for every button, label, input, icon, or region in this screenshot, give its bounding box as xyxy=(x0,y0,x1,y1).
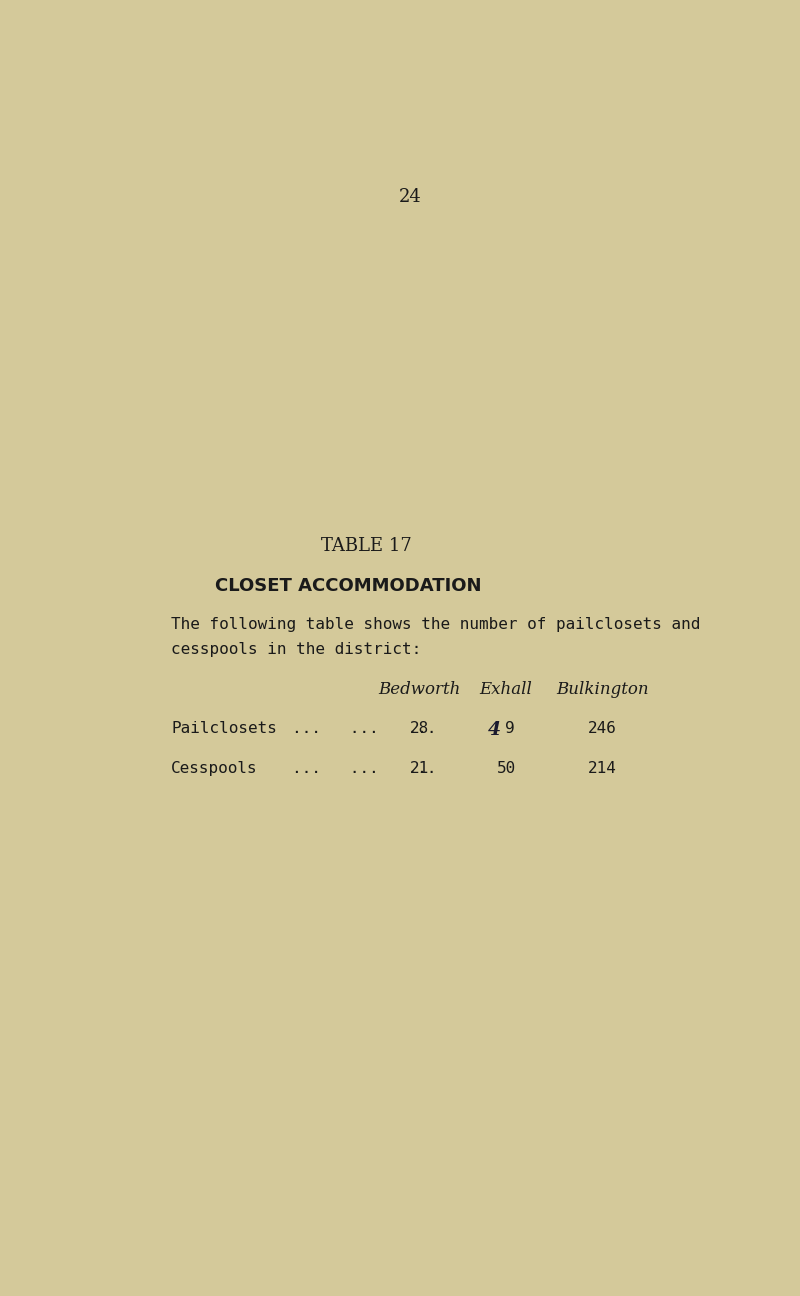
Text: 21: 21 xyxy=(410,761,429,776)
Text: Exhall: Exhall xyxy=(480,682,533,699)
Text: 28: 28 xyxy=(410,722,429,736)
Text: 4: 4 xyxy=(488,722,501,739)
Text: Cesspools: Cesspools xyxy=(171,761,258,776)
Text: Pailclosets: Pailclosets xyxy=(171,722,277,736)
Text: 50: 50 xyxy=(497,761,516,776)
Text: 9: 9 xyxy=(505,722,514,736)
Text: 246: 246 xyxy=(588,722,617,736)
Text: 24: 24 xyxy=(398,188,422,206)
Text: CLOSET ACCOMMODATION: CLOSET ACCOMMODATION xyxy=(214,577,482,595)
Text: 214: 214 xyxy=(588,761,617,776)
Text: ...   ...   ...: ... ... ... xyxy=(292,761,437,776)
Text: ...   ...   ...: ... ... ... xyxy=(292,722,437,736)
Text: Bedworth: Bedworth xyxy=(378,682,461,699)
Text: The following table shows the number of pailclosets and: The following table shows the number of … xyxy=(171,617,701,631)
Text: cesspools in the district:: cesspools in the district: xyxy=(171,642,422,657)
Text: Bulkington: Bulkington xyxy=(556,682,649,699)
Text: TABLE 17: TABLE 17 xyxy=(322,537,412,555)
